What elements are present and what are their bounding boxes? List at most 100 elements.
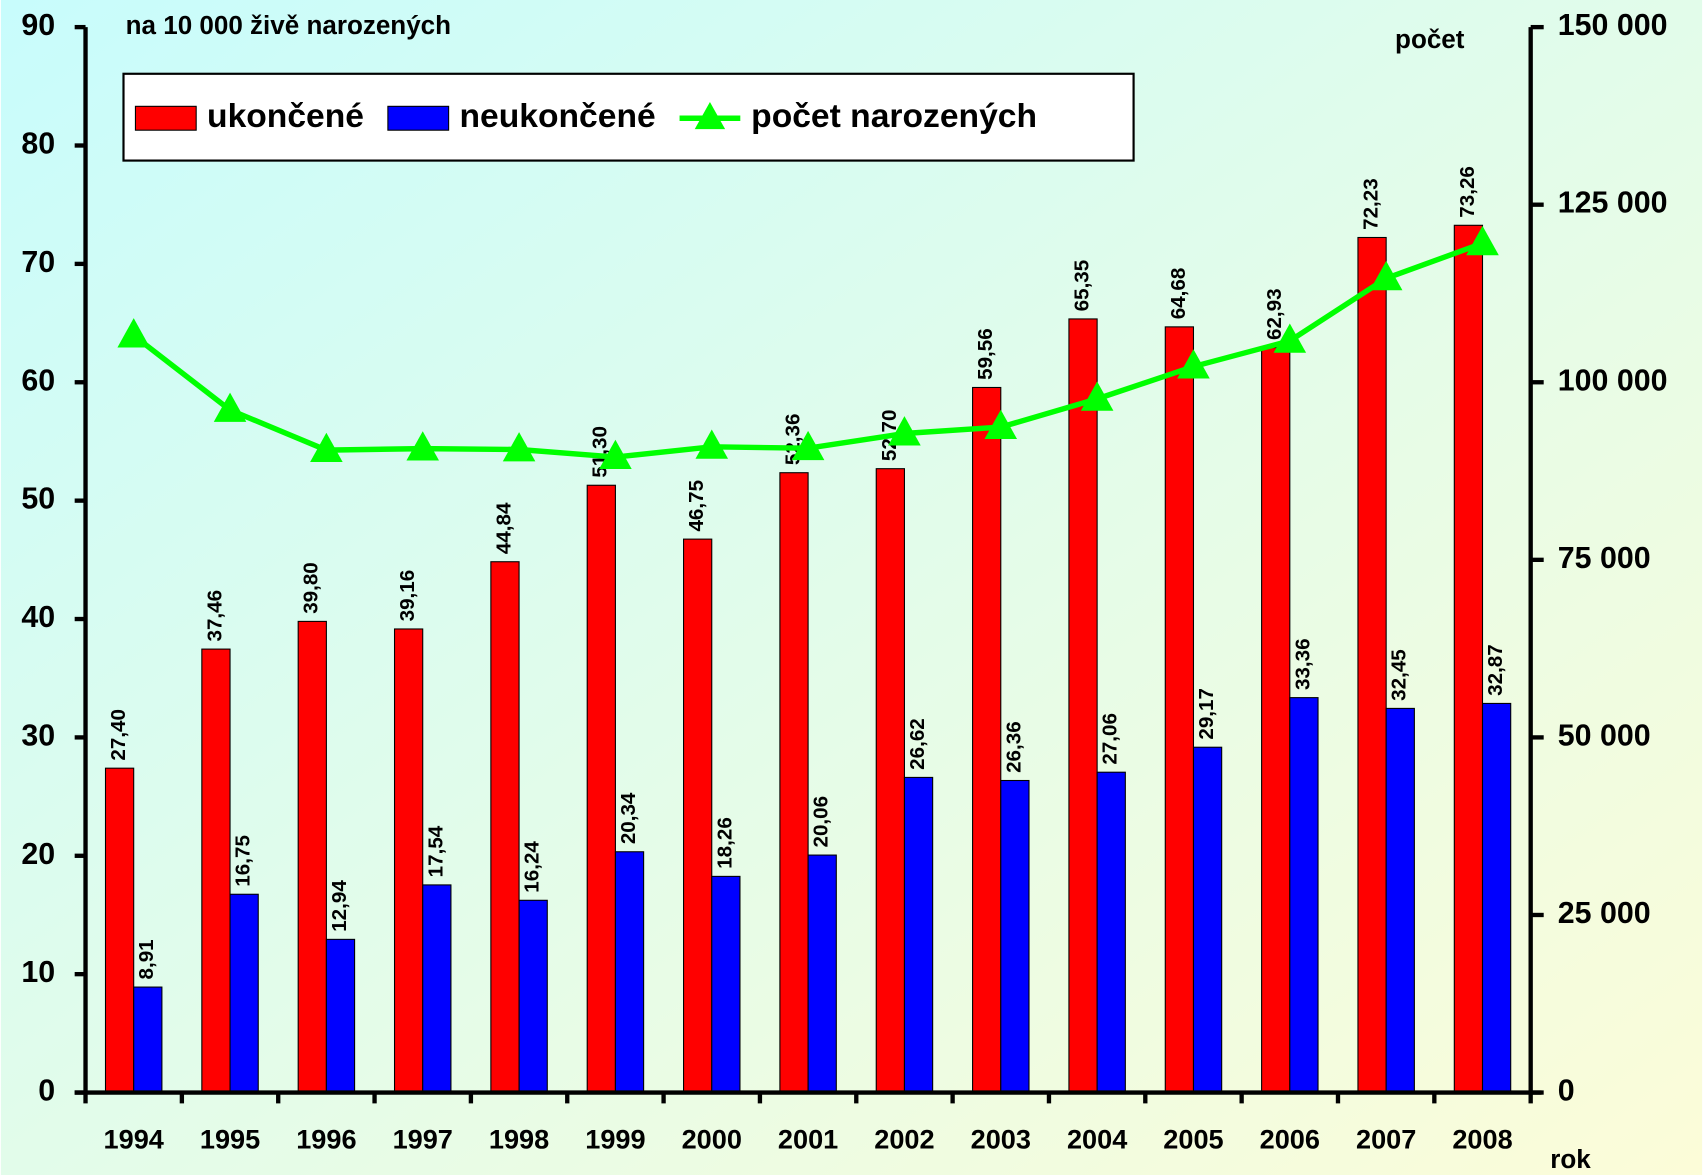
data-label: 62,93 xyxy=(1263,288,1286,340)
x-tick-label: 1994 xyxy=(104,1124,164,1155)
data-label: 51,30 xyxy=(589,426,612,478)
line-marker xyxy=(213,392,247,422)
legend-swatch xyxy=(387,105,450,131)
y2-axis-label: počet xyxy=(1395,24,1465,54)
bar xyxy=(586,484,616,1094)
bar xyxy=(201,648,231,1094)
bar xyxy=(683,538,713,1094)
bar xyxy=(614,851,645,1094)
bar xyxy=(229,893,259,1094)
data-label: 27,40 xyxy=(107,709,130,761)
bar xyxy=(104,767,135,1094)
bar xyxy=(422,884,452,1094)
bar xyxy=(1000,779,1030,1094)
bar xyxy=(1357,236,1387,1094)
data-label: 26,62 xyxy=(906,718,929,770)
bar xyxy=(875,468,905,1094)
bar xyxy=(325,938,356,1094)
y-tick-label: 90 xyxy=(21,9,55,42)
legend-marker xyxy=(694,101,726,130)
x-tick-label: 1999 xyxy=(585,1124,645,1155)
data-label: 16,75 xyxy=(232,835,255,887)
data-label: 26,36 xyxy=(1002,721,1025,773)
x-tick-label: 2000 xyxy=(682,1124,742,1155)
bar xyxy=(518,899,548,1094)
legend-swatch xyxy=(134,105,197,131)
line-marker xyxy=(1080,381,1114,411)
line-marker xyxy=(695,429,729,459)
bar xyxy=(393,628,424,1094)
x-tick-label: 2008 xyxy=(1452,1124,1512,1155)
data-label: 39,80 xyxy=(300,562,323,614)
bar xyxy=(1192,746,1223,1094)
bar xyxy=(1385,707,1415,1094)
y2-tick-label: 75 000 xyxy=(1558,542,1651,575)
y-tick-label: 40 xyxy=(21,601,55,634)
data-label: 65,35 xyxy=(1070,260,1093,312)
data-label: 37,46 xyxy=(203,590,226,642)
data-label: 44,84 xyxy=(492,502,515,554)
line-marker xyxy=(502,432,536,462)
data-label: 59,56 xyxy=(974,328,997,380)
bar xyxy=(1289,697,1319,1094)
x-tick-label: 1995 xyxy=(200,1124,260,1155)
data-label: 64,68 xyxy=(1167,268,1190,320)
line-marker xyxy=(1466,225,1499,256)
y2-tick-label: 50 000 xyxy=(1558,719,1651,752)
bar xyxy=(1261,347,1291,1094)
x-tick-label: 2007 xyxy=(1356,1124,1416,1155)
x-tick-label: 2003 xyxy=(971,1124,1031,1155)
line-marker xyxy=(117,318,150,348)
data-label: 39,16 xyxy=(396,570,419,622)
y2-tick-label: 150 000 xyxy=(1558,9,1668,42)
bar xyxy=(1096,771,1126,1094)
x-tick-label: 1997 xyxy=(393,1124,453,1155)
data-label: 16,24 xyxy=(521,841,544,893)
line-marker xyxy=(1369,260,1403,291)
bar xyxy=(807,854,837,1094)
x-axis-label: rok xyxy=(1550,1144,1591,1174)
line-marker xyxy=(599,439,632,469)
line-marker xyxy=(791,430,825,461)
y2-tick-label: 125 000 xyxy=(1558,187,1668,220)
y-tick-label: 30 xyxy=(21,719,55,752)
bar xyxy=(779,472,809,1094)
y2-tick-label: 25 000 xyxy=(1558,897,1651,930)
x-tick-label: 2001 xyxy=(778,1124,838,1155)
line-marker xyxy=(984,409,1018,440)
data-label: 72,23 xyxy=(1359,178,1382,230)
line-marker xyxy=(406,431,440,461)
y-tick-label: 50 xyxy=(21,483,55,516)
y-tick-label: 10 xyxy=(21,956,55,989)
data-label: 20,34 xyxy=(617,792,640,844)
x-tick-label: 2004 xyxy=(1067,1124,1127,1155)
legend-label: počet narozených xyxy=(751,98,1037,135)
data-label: 17,54 xyxy=(424,825,447,877)
x-tick-label: 1996 xyxy=(296,1124,356,1155)
x-tick-label: 2002 xyxy=(874,1124,934,1155)
bar xyxy=(972,386,1002,1094)
data-label: 73,26 xyxy=(1456,166,1479,218)
legend-label: neukončené xyxy=(459,98,655,135)
data-label: 29,17 xyxy=(1195,688,1218,740)
bar xyxy=(490,561,520,1094)
line-marker xyxy=(310,432,343,463)
legend-label: ukončené xyxy=(207,98,364,135)
data-label: 32,45 xyxy=(1388,649,1411,701)
line-marker xyxy=(888,416,921,446)
data-label: 12,94 xyxy=(328,880,351,932)
y-tick-label: 0 xyxy=(38,1075,55,1108)
x-tick-label: 2005 xyxy=(1163,1124,1223,1155)
x-tick-label: 2006 xyxy=(1260,1124,1320,1155)
bar xyxy=(711,875,741,1094)
bar xyxy=(1481,702,1512,1094)
bar xyxy=(1068,318,1098,1094)
data-label: 33,36 xyxy=(1291,638,1314,690)
line-marker xyxy=(1177,349,1210,379)
data-label: 18,26 xyxy=(713,817,736,869)
bar xyxy=(297,620,327,1094)
